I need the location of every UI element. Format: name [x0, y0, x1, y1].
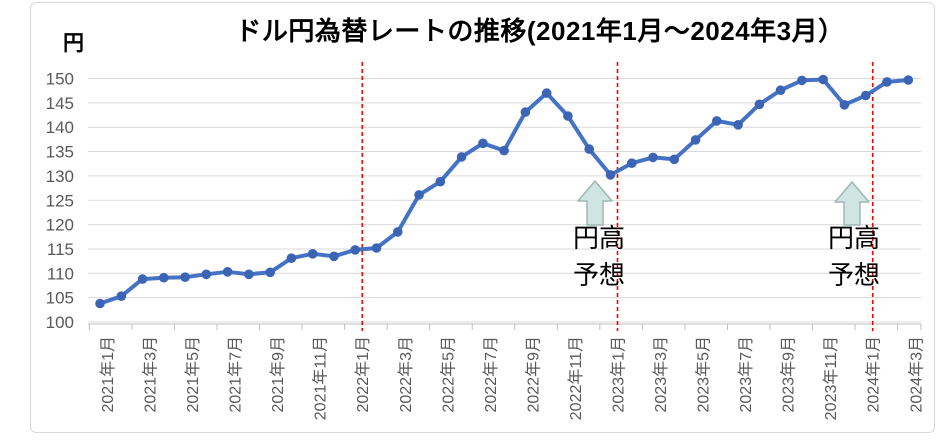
y-axis-tick-label: 110 [47, 264, 74, 283]
y-axis-tick-label: 130 [46, 167, 74, 186]
data-point-marker [775, 85, 786, 95]
data-point-marker [690, 135, 701, 145]
x-axis-tick-label: 2022年7月 [482, 336, 500, 413]
x-axis-tick-label: 2024年3月 [907, 336, 925, 413]
data-point-marker [563, 111, 573, 121]
y-axis-tick-label: 115 [47, 240, 74, 259]
y-axis-tick-label: 100 [46, 313, 74, 332]
x-axis-tick-label: 2021年11月 [312, 336, 330, 420]
x-axis-tick-label: 2022年3月 [397, 336, 415, 413]
x-axis-tick-label: 2022年9月 [524, 336, 542, 413]
x-axis-tick-label: 2024年1月 [865, 336, 883, 413]
x-axis-tick-label: 2022年5月 [439, 336, 457, 413]
data-point-marker [350, 245, 361, 255]
data-point-marker [839, 100, 850, 110]
data-point-marker [456, 152, 467, 162]
data-point-marker [499, 145, 509, 156]
data-point-marker [541, 88, 552, 98]
x-axis-tick-label: 2023年7月 [737, 336, 755, 413]
data-point-marker [797, 75, 807, 86]
data-point-marker [669, 154, 680, 165]
data-point-marker [754, 99, 765, 110]
y-axis-tick-label: 105 [46, 289, 74, 308]
data-point-marker [159, 272, 169, 283]
y-axis-tick-label: 125 [46, 191, 74, 210]
data-point-marker [95, 298, 105, 309]
x-axis-tick-label: 2023年3月 [652, 336, 670, 413]
data-point-marker [116, 291, 127, 302]
x-axis-tick-label: 2021年5月 [184, 336, 202, 413]
data-point-marker [435, 176, 446, 187]
annotation-yen-appreciation-forecast-2024: 円高 予想 [827, 223, 880, 290]
data-point-marker [605, 170, 616, 180]
x-axis-tick-label: 2022年11月 [567, 336, 585, 420]
data-point-marker [627, 158, 637, 168]
data-point-marker [137, 274, 148, 284]
data-point-marker [860, 90, 871, 101]
chart-frame [30, 2, 935, 433]
y-axis-tick-label: 145 [46, 94, 74, 113]
data-point-marker [393, 227, 403, 237]
y-axis-tick-label: 120 [46, 216, 74, 235]
data-point-marker [180, 272, 190, 283]
up-arrow-icon [834, 181, 870, 226]
y-axis-tick-label: 150 [46, 70, 74, 89]
y-axis-tick-label: 140 [46, 118, 74, 137]
data-point-marker [648, 152, 658, 163]
data-point-marker [329, 251, 339, 262]
data-point-marker [265, 267, 276, 278]
data-point-marker [733, 120, 743, 130]
x-axis-tick-label: 2023年11月 [822, 336, 840, 420]
data-point-marker [371, 243, 382, 253]
data-point-marker [882, 77, 892, 87]
data-point-marker [520, 107, 531, 117]
data-point-marker [818, 74, 828, 85]
data-point-marker [307, 249, 318, 259]
y-axis-tick-label: 135 [46, 143, 74, 162]
x-axis-tick-label: 2021年7月 [227, 336, 245, 413]
x-axis-tick-label: 2023年9月 [780, 336, 798, 413]
data-point-marker [584, 144, 594, 154]
x-axis-tick-label: 2021年1月 [99, 336, 117, 413]
data-point-marker [286, 253, 297, 263]
data-point-marker [201, 269, 212, 280]
data-point-marker [244, 269, 254, 280]
data-point-marker [478, 138, 488, 149]
data-point-marker [222, 267, 233, 277]
chart-title: ドル円為替レートの推移(2021年1月～2024年3月） [235, 16, 845, 46]
up-arrow-icon [577, 180, 613, 226]
y-axis-unit-label: 円 [63, 32, 84, 55]
x-axis-tick-label: 2022年1月 [354, 336, 372, 413]
x-axis-tick-label: 2023年5月 [695, 336, 713, 413]
data-point-marker [903, 75, 914, 85]
annotation-yen-appreciation-forecast-2023: 円高 予想 [572, 223, 625, 290]
x-axis-tick-label: 2021年9月 [269, 336, 287, 413]
data-point-marker [414, 190, 424, 200]
data-point-marker [712, 116, 722, 126]
x-axis-tick-label: 2023年1月 [609, 336, 627, 413]
x-axis-tick-label: 2021年3月 [142, 336, 160, 413]
